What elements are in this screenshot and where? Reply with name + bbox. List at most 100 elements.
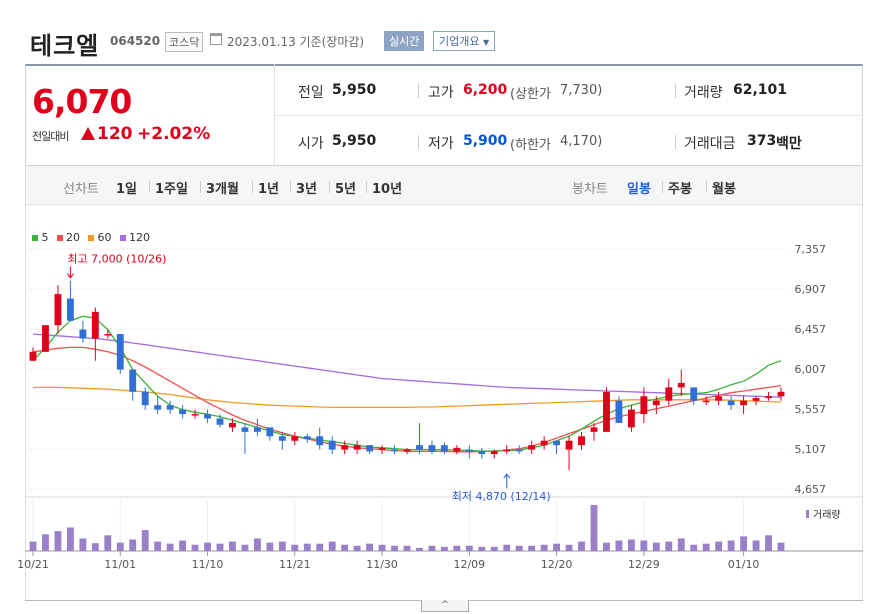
tab-separator xyxy=(252,181,253,193)
candle-body xyxy=(615,400,623,423)
separator xyxy=(418,84,419,98)
line-tab-1[interactable]: 1주일 xyxy=(155,182,188,197)
volume-label: 거래량 xyxy=(684,85,723,101)
volume-bar xyxy=(341,544,349,551)
volume-legend-swatch xyxy=(806,510,809,518)
volume-bar xyxy=(79,538,87,551)
quote-date: 2023.01.13 기준(장마감) xyxy=(227,35,365,49)
volume-bar xyxy=(204,542,211,551)
volume-bar xyxy=(565,544,573,551)
x-tick-label: 11/10 xyxy=(192,558,224,571)
company-info-dropdown[interactable]: 기업개요 ▼ xyxy=(433,31,496,51)
volume-bar xyxy=(66,527,74,551)
change-value: 120 xyxy=(97,124,133,144)
candle-body xyxy=(191,414,199,416)
legend-label: 20 xyxy=(62,231,80,244)
candle-body xyxy=(690,387,698,401)
candle-body xyxy=(428,445,436,452)
x-tick-label: 01/10 xyxy=(728,558,760,571)
volume-bar xyxy=(690,544,698,551)
high-arrow-head xyxy=(67,273,74,279)
candle-body xyxy=(652,400,660,406)
candle-tab-0[interactable]: 일봉 xyxy=(627,182,651,197)
volume-bar xyxy=(141,530,149,551)
x-tick-label: 12/20 xyxy=(541,558,573,571)
candle-body xyxy=(353,445,361,450)
line-tab-0[interactable]: 1일 xyxy=(116,182,138,197)
volume-bar xyxy=(104,535,112,551)
volume-bar xyxy=(166,543,174,551)
upper-limit-value: 7,730) xyxy=(560,83,603,98)
line-tab-6[interactable]: 10년 xyxy=(372,182,403,197)
realtime-button[interactable]: 실시간 xyxy=(384,31,425,51)
candle-tab-1[interactable]: 주봉 xyxy=(668,182,692,197)
x-tick-label: 11/30 xyxy=(366,558,398,571)
candle-body xyxy=(328,440,336,450)
volume-bar xyxy=(91,543,99,551)
volume-bar xyxy=(515,545,523,551)
collapse-toggle-button[interactable]: ^ xyxy=(421,600,469,612)
candle-body xyxy=(54,294,62,326)
volume-bar xyxy=(328,541,336,551)
line-tab-5[interactable]: 5년 xyxy=(335,182,357,197)
candle-body xyxy=(565,440,573,450)
candle-body xyxy=(765,396,772,399)
candle-body xyxy=(278,436,286,441)
line-tab-2[interactable]: 3개월 xyxy=(206,182,239,197)
volume-bar xyxy=(391,545,398,551)
candle-body xyxy=(42,325,49,352)
candle-body xyxy=(29,351,37,361)
y-tick-label: 5,107 xyxy=(795,443,827,456)
volume-bar xyxy=(540,544,548,551)
legend-label: 5 xyxy=(38,231,49,244)
volume-bar xyxy=(378,544,386,551)
tab-separator xyxy=(200,181,201,193)
volume-bar xyxy=(42,534,49,551)
volume-bar xyxy=(229,541,236,551)
amount-value: 373 xyxy=(747,133,777,149)
volume-bar xyxy=(216,543,224,551)
volume-bar xyxy=(590,505,598,551)
volume-bar xyxy=(652,542,660,551)
candle-body xyxy=(204,414,211,419)
low-arrow-head xyxy=(503,473,511,479)
volume-bar xyxy=(179,540,187,551)
volume-bar xyxy=(503,544,511,551)
volume-legend-label: 거래량 xyxy=(813,509,841,521)
panel-divider xyxy=(275,115,863,116)
volume-bar xyxy=(578,541,585,551)
x-tick-label: 11/01 xyxy=(104,558,136,571)
candle-body xyxy=(665,387,673,401)
stock-code: 064520 xyxy=(110,34,161,48)
company-info-label: 기업개요 xyxy=(439,35,480,48)
volume-bar xyxy=(440,546,448,551)
legend-swatch xyxy=(56,235,63,241)
legend-label: 60 xyxy=(94,231,112,244)
volume-bar xyxy=(416,547,423,551)
amount-unit: 백만 xyxy=(776,136,802,152)
price-box xyxy=(25,64,275,166)
line-tab-3[interactable]: 1년 xyxy=(258,182,280,197)
candle-body xyxy=(378,447,386,450)
volume-bar xyxy=(702,543,710,551)
candle-body xyxy=(528,445,536,450)
volume-bar xyxy=(677,538,685,551)
legend-swatch xyxy=(119,235,126,241)
candle-body xyxy=(241,427,249,432)
open-value: 5,950 xyxy=(332,133,377,149)
volume-bar xyxy=(740,536,748,551)
candle-body xyxy=(540,440,548,446)
volume-bar xyxy=(777,542,785,551)
y-tick-label: 6,457 xyxy=(795,323,827,336)
candle-body xyxy=(416,445,423,450)
candle-body xyxy=(727,400,735,406)
y-tick-label: 6,007 xyxy=(795,363,827,376)
line-tab-4[interactable]: 3년 xyxy=(296,182,318,197)
legend-item: 5 xyxy=(32,231,49,244)
candle-body xyxy=(752,398,760,401)
candle-body xyxy=(640,396,648,415)
amount-label: 거래대금 xyxy=(684,136,736,152)
candle-tab-2[interactable]: 월봉 xyxy=(712,182,736,197)
candle-body xyxy=(590,427,598,432)
